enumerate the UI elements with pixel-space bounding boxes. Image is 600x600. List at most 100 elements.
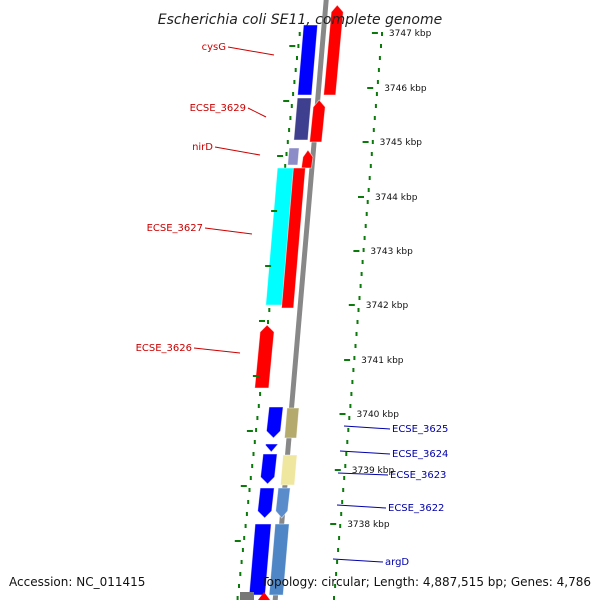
topology-text: Topology: circular; Length: 4,887,515 bp… [260, 575, 591, 589]
ring-dot [247, 500, 250, 504]
tick-label: 3747 kbp [389, 29, 432, 39]
ring-dot [337, 548, 340, 552]
ring-dot [351, 380, 354, 384]
ring-dot [344, 464, 347, 468]
ring-dot [357, 308, 360, 312]
ring-dot [285, 152, 288, 156]
tick-label: 3742 kbp [366, 301, 409, 311]
ECSE_3623-feature [280, 454, 298, 486]
ring-dot [342, 488, 345, 492]
forward-cds-feature [323, 4, 344, 96]
ring-dot [288, 128, 291, 132]
cysG-feature [297, 24, 319, 96]
ring-dot [256, 416, 259, 420]
left-tick [246, 430, 253, 432]
right-tick [334, 469, 341, 471]
ring-dot [248, 488, 251, 492]
left-tick [289, 45, 296, 47]
right-tick [348, 304, 355, 306]
ring-dot [336, 560, 339, 564]
ring-dot [241, 548, 244, 552]
gene-label-ECSE_3625: ECSE_3625 [392, 424, 448, 435]
ring-dot [356, 320, 359, 324]
ring-dot [267, 320, 269, 324]
ring-dot [286, 140, 289, 144]
ring-dot [345, 452, 348, 456]
ring-dot [353, 356, 356, 360]
tick-label: 3739 kbp [352, 466, 395, 476]
right-tick [353, 250, 360, 252]
accession-text: Accession: NC_011415 [9, 575, 145, 589]
gene-label-ECSE_3627: ECSE_3627 [147, 223, 203, 234]
ring-dot [367, 188, 370, 192]
reverse-cds-feature [257, 487, 275, 519]
ring-dot [350, 392, 353, 396]
callout-line [339, 450, 391, 455]
right-tick [367, 87, 374, 89]
ring-dot [371, 140, 374, 144]
callout-line [204, 227, 253, 235]
ring-dot [347, 428, 350, 432]
ring-dot [376, 80, 379, 84]
ring-dot [294, 68, 297, 72]
ECSE_3622-feature [275, 487, 291, 519]
ring-dot [355, 332, 358, 336]
ring-dot [297, 44, 300, 48]
ring-dot [298, 32, 301, 36]
ring-dot [364, 224, 367, 228]
ring-dot [373, 116, 376, 120]
callout-line [193, 347, 241, 354]
backbone [272, 0, 329, 600]
ring-dot [239, 572, 242, 576]
bottom-feature [258, 592, 270, 600]
tick-label: 3741 kbp [361, 356, 404, 366]
ring-dot [251, 464, 254, 468]
ring-dot [348, 416, 351, 420]
tick-label: 3738 kbp [347, 520, 390, 530]
left-tick [234, 540, 241, 542]
forward-cds-feature [309, 99, 326, 143]
ring-dot [236, 596, 239, 600]
map-title: Escherichia coli SE11, complete genome [158, 12, 442, 28]
ring-dot [259, 392, 262, 396]
ring-dot [380, 44, 382, 48]
right-tick [330, 523, 337, 525]
ring-dot [249, 476, 252, 480]
tick-label: 3745 kbp [380, 138, 423, 148]
ring-dot [243, 536, 246, 540]
ring-dot [346, 440, 349, 444]
left-tick [265, 265, 272, 267]
forward-cds-feature [281, 167, 306, 309]
right-tick [358, 196, 364, 198]
ring-dot [378, 56, 381, 60]
ring-dot [292, 92, 295, 96]
ECSE_3625-reverse-feature [266, 406, 284, 439]
ECSE_3625-feature [284, 407, 300, 439]
right-tick [344, 359, 351, 361]
ring-dot [339, 524, 342, 528]
callout-line [336, 504, 387, 509]
ring-dot [375, 92, 378, 96]
ring-dot [296, 56, 298, 60]
ring-dot [377, 68, 380, 72]
reverse-cds-feature [260, 453, 278, 485]
ECSE_3626-feature [254, 324, 275, 389]
tick-label: 3743 kbp [370, 247, 413, 257]
ring-dot [363, 236, 366, 240]
left-tick-marks [234, 45, 296, 542]
tick-label: 3740 kbp [357, 410, 400, 420]
tick-label: 3744 kbp [375, 193, 418, 203]
ring-dot [253, 440, 256, 444]
ECSE_3629-feature [293, 97, 312, 141]
ring-dot [338, 536, 341, 540]
ring-dot [368, 176, 371, 180]
ring-dot [372, 128, 375, 132]
ring-dot [290, 104, 293, 108]
ring-dot [333, 596, 335, 600]
ring-dot [361, 260, 364, 264]
gene-callouts: cysG ECSE_3629 nirD ECSE_3627 ECSE_3626 ECSE_… [136, 42, 449, 568]
ring-dot [268, 308, 271, 312]
ring-dot [374, 104, 377, 108]
ring-dot [334, 584, 337, 588]
